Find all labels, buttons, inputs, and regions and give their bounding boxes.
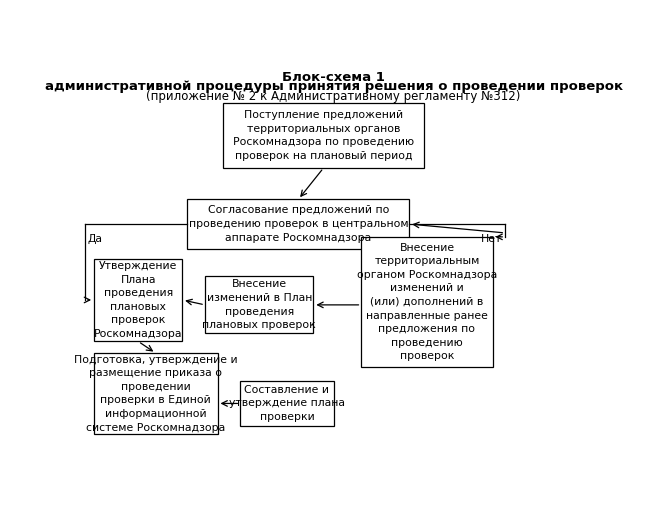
Text: Внесение
территориальным
органом Роскомнадзора
изменений и
(или) дополнений в
на: Внесение территориальным органом Роскомн… <box>357 243 497 361</box>
FancyBboxPatch shape <box>205 276 314 333</box>
Text: Утверждение
Плана
проведения
плановых
проверок
Роскомнадзора: Утверждение Плана проведения плановых пр… <box>94 261 182 339</box>
FancyBboxPatch shape <box>223 103 424 168</box>
Text: административной процедуры принятия решения о проведении проверок: административной процедуры принятия реше… <box>44 80 623 93</box>
Text: Нет: Нет <box>481 234 503 244</box>
Text: Да: Да <box>87 234 102 244</box>
Text: Согласование предложений по
проведению проверок в центральном
аппарате Роскомнад: Согласование предложений по проведению п… <box>189 205 408 243</box>
FancyBboxPatch shape <box>361 237 493 367</box>
Text: (приложение № 2 к Административному регламенту №312): (приложение № 2 к Административному регл… <box>146 90 521 103</box>
FancyBboxPatch shape <box>187 199 409 249</box>
Text: Составление и
утверждение плана
проверки: Составление и утверждение плана проверки <box>229 385 345 422</box>
Text: Блок-схема 1: Блок-схема 1 <box>282 71 385 84</box>
FancyBboxPatch shape <box>94 353 217 434</box>
Text: Внесение
изменений в План
проведения
плановых проверок: Внесение изменений в План проведения пла… <box>202 280 316 330</box>
FancyBboxPatch shape <box>94 259 182 342</box>
FancyBboxPatch shape <box>240 381 333 426</box>
Text: Подготовка, утверждение и
размещение приказа о
проведении
проверки в Единой
инфо: Подготовка, утверждение и размещение при… <box>74 355 238 433</box>
Text: Поступление предложений
территориальных органов
Роскомнадзора по проведению
пров: Поступление предложений территориальных … <box>233 110 414 161</box>
